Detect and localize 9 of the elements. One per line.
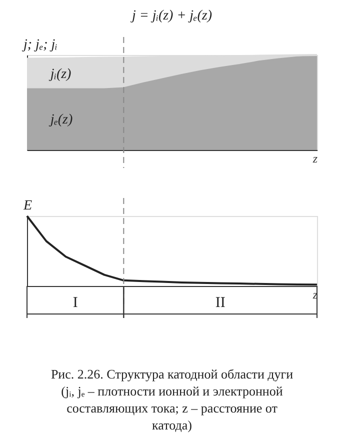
- text: I: [72, 295, 78, 311]
- y-axis-title: j; jₑ; jᵢ: [22, 38, 58, 52]
- x-axis-title: z: [312, 152, 318, 166]
- text: Рис. 2.26. Структура катодной области дуги (jᵢ, jₑ – плотности ионной и электронной составляющих тока; z – расстояние от катода): [50, 366, 294, 432]
- text: II: [215, 295, 226, 311]
- series-label: jₑ(z): [48, 112, 74, 128]
- series-label: jᵢ(z): [48, 66, 72, 82]
- y-axis-title: E: [22, 198, 32, 214]
- chart-title: j = jᵢ(z) + jₑ(z): [130, 8, 212, 24]
